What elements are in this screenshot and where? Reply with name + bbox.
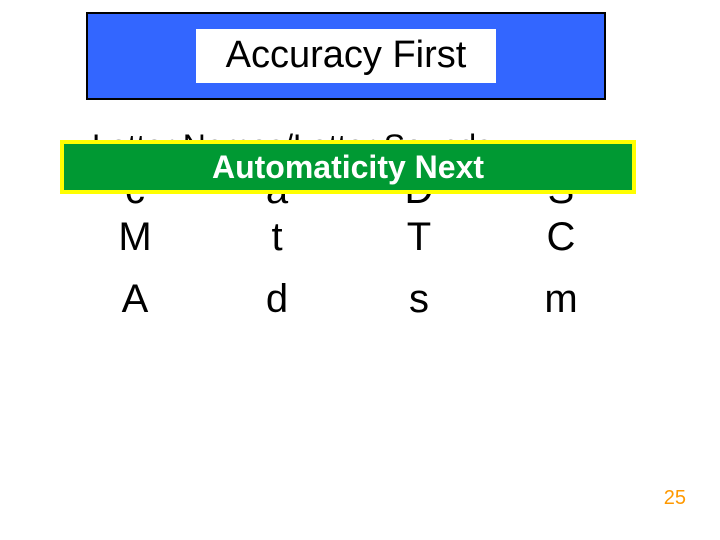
table-row: M t T C [64, 206, 632, 268]
banner: Automaticity Next [60, 140, 636, 194]
letter-cell: t [206, 206, 348, 268]
letter-cell: T [348, 206, 490, 268]
letter-cell: A [64, 268, 206, 330]
letter-cell: C [490, 206, 632, 268]
letter-cell: m [490, 268, 632, 330]
title-text: Accuracy First [196, 29, 497, 83]
page-number: 25 [664, 487, 686, 510]
letter-cell: M [64, 206, 206, 268]
letter-cell: s [348, 268, 490, 330]
letter-table: c a D S M t T C A d s m [64, 170, 632, 330]
table-row: A d s m [64, 268, 632, 330]
slide: Accuracy First Letter Names/Letter Sound… [0, 0, 720, 540]
title-box: Accuracy First [86, 12, 606, 100]
letter-cell: d [206, 268, 348, 330]
